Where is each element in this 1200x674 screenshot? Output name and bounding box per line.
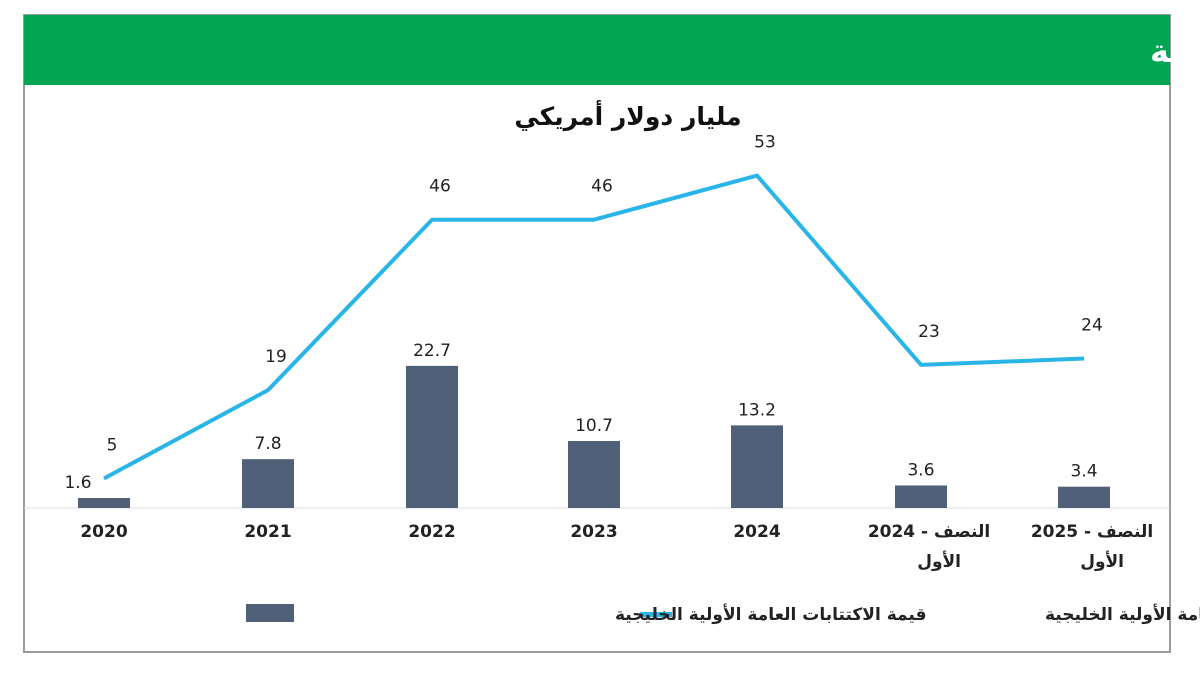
legend-swatch-bar (246, 604, 294, 622)
line-value-label: 46 (591, 177, 613, 197)
bar (731, 425, 783, 508)
bar-value-label: 3.4 (1070, 462, 1097, 482)
bar (242, 459, 294, 508)
legend-swatch-line (640, 612, 672, 617)
chart-subtitle: مليار دولار أمريكي (514, 100, 741, 132)
legend-label-line: عدد الاكتتابات العامة الأولية الخليجية (1045, 604, 1200, 625)
bar-value-label: 10.7 (575, 416, 613, 436)
line-value-label: 23 (918, 322, 940, 342)
bar (78, 497, 130, 508)
bar-value-label: 22.7 (413, 341, 451, 361)
bar (895, 485, 947, 508)
header-bar (24, 15, 1170, 85)
category-label: 2022 (408, 522, 455, 542)
bar-value-label: 7.8 (254, 434, 281, 454)
category-label-line2: الأول (917, 551, 961, 572)
line-value-label: 19 (265, 347, 287, 367)
line-value-label: 46 (429, 177, 451, 197)
bar-value-label: 13.2 (738, 400, 776, 420)
legend: عدد الاكتتابات العامة الأولية الخليجية ق… (246, 604, 1200, 625)
bar-value-label: 1.6 (64, 473, 91, 493)
line-value-label: 5 (107, 435, 118, 455)
bar-value-label: 3.6 (907, 460, 934, 480)
line-value-label: 24 (1081, 316, 1103, 336)
bar (568, 441, 620, 508)
chart-frame (23, 14, 1171, 653)
category-label-line2: الأول (1080, 551, 1124, 572)
chart-title: قيمة الاكتتابات الأولية العامة للأسهم ال… (1150, 31, 1200, 70)
category-label: 2023 (570, 522, 617, 542)
category-label: 2020 (80, 522, 127, 542)
legend-label-bar: قيمة الاكتتابات العامة الأولية الخليجية (615, 604, 927, 625)
category-label: 2021 (244, 522, 291, 542)
line-value-label: 53 (754, 133, 776, 153)
bar (406, 365, 458, 508)
bar (1058, 486, 1110, 508)
category-label: 2025 - النصف (1031, 522, 1153, 542)
category-label: 2024 - النصف (868, 522, 990, 542)
category-label: 2024 (733, 522, 780, 542)
